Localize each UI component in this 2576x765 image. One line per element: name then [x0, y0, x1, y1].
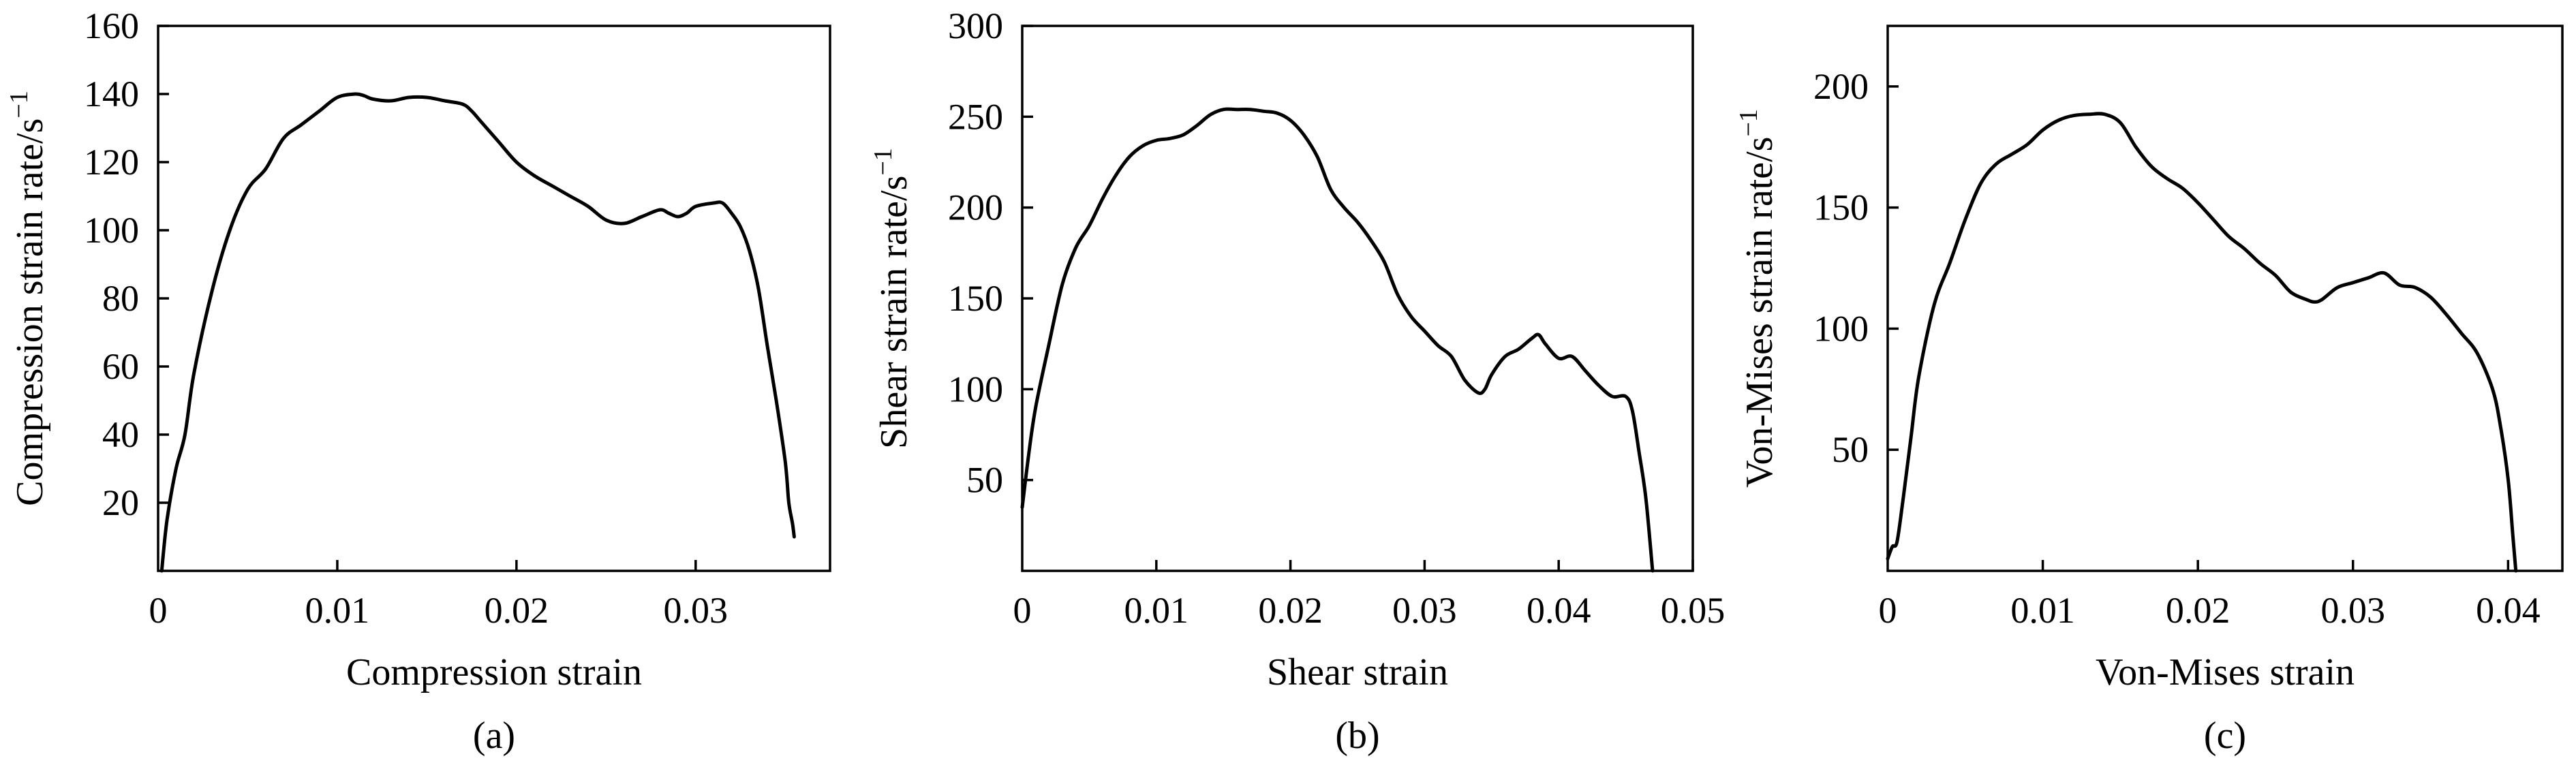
panel-label-b: (b)	[1335, 715, 1379, 757]
x-axis-label-a: Compression strain	[346, 651, 642, 693]
chart-panel-a: 0 0.01 0.02 0.03 20 40 60 80 100 120 140 160 Compre…	[5, 5, 831, 757]
series-line-b-0	[1020, 107, 1655, 573]
axes-frame-c	[1886, 25, 2564, 572]
x-tick-label-c-2: 0.02	[2166, 590, 2230, 631]
y-tick-label-a-7: 160	[84, 5, 139, 46]
y-axis-label-text-c: Von-Mises strain rate/s	[1738, 137, 1781, 488]
y-tick-label-b-2: 150	[948, 278, 1003, 319]
y-axis-label-unit-exponent-c: −1	[1734, 109, 1763, 136]
y-axis-label-a: Compression strain rate/s−1	[5, 91, 51, 506]
y-tick-label-a-2: 60	[102, 346, 139, 387]
y-tick-label-b-1: 100	[948, 369, 1003, 409]
x-tick-label-a-0: 0	[149, 590, 168, 631]
y-tick-label-b-5: 300	[948, 5, 1003, 46]
panel-label-c: (c)	[2204, 715, 2246, 757]
y-tick-label-c-3: 200	[1813, 66, 1869, 107]
plot-area-b: 0 0.01 0.02 0.03 0.04 0.05 50 100 150 200 250 300	[948, 5, 1725, 631]
y-tick-label-a-4: 100	[84, 210, 139, 251]
series-line-c-0	[1886, 112, 2518, 573]
y-tick-label-c-2: 150	[1813, 187, 1869, 228]
x-tick-label-b-3: 0.03	[1392, 590, 1457, 631]
x-tick-label-b-2: 0.02	[1258, 590, 1323, 631]
series-line-a-0	[159, 92, 796, 573]
y-axis-label-unit-exponent-b: −1	[869, 148, 898, 175]
y-axis-label-b: Shear strain rate/s−1	[869, 148, 915, 449]
y-axis-label-c: Von-Mises strain rate/s−1	[1734, 109, 1781, 488]
axes-frame-a	[157, 25, 831, 572]
x-tick-label-b-5: 0.05	[1661, 590, 1726, 631]
y-axis-label-unit-exponent-a: −1	[5, 91, 33, 118]
y-tick-label-c-1: 100	[1813, 308, 1869, 349]
y-tick-label-a-6: 140	[84, 74, 139, 114]
y-tick-label-a-5: 120	[84, 142, 139, 183]
y-tick-label-c-0: 50	[1832, 429, 1869, 470]
y-tick-label-a-1: 40	[102, 414, 139, 455]
y-axis-label-text-a: Compression strain rate/s	[9, 119, 51, 506]
chart-panel-b: 0 0.01 0.02 0.03 0.04 0.05 50 100 150 200 250 300 S…	[869, 5, 1725, 757]
plot-area-c: 0 0.01 0.02 0.03 0.04 50 100 150 200	[1813, 25, 2564, 631]
x-tick-label-a-2: 0.02	[485, 590, 549, 631]
y-tick-label-b-4: 250	[948, 96, 1003, 137]
y-axis-label-text-b: Shear strain rate/s	[873, 176, 915, 449]
chart-panel-c: 0 0.01 0.02 0.03 0.04 50 100 150 200 Von-Mises s…	[1734, 25, 2564, 757]
x-tick-label-c-3: 0.03	[2321, 590, 2386, 631]
x-axis-label-c: Von-Mises strain	[2096, 651, 2355, 693]
x-tick-label-b-1: 0.01	[1124, 590, 1189, 631]
x-tick-label-b-0: 0	[1013, 590, 1032, 631]
x-tick-label-c-4: 0.04	[2476, 590, 2541, 631]
panel-label-a: (a)	[473, 715, 515, 757]
x-tick-label-c-1: 0.01	[2010, 590, 2075, 631]
y-tick-label-a-3: 80	[102, 278, 139, 319]
axes-frame-b	[1021, 25, 1694, 572]
y-tick-label-b-0: 50	[966, 460, 1003, 501]
x-tick-label-a-3: 0.03	[664, 590, 729, 631]
x-tick-label-a-1: 0.01	[305, 590, 370, 631]
x-tick-label-c-0: 0	[1879, 590, 1897, 631]
y-tick-label-a-0: 20	[102, 482, 139, 523]
x-tick-label-b-4: 0.04	[1527, 590, 1591, 631]
x-axis-label-b: Shear strain	[1267, 651, 1448, 693]
y-tick-label-b-3: 200	[948, 187, 1003, 228]
plot-area-a: 0 0.01 0.02 0.03 20 40 60 80 100 120 140 160	[84, 5, 831, 631]
